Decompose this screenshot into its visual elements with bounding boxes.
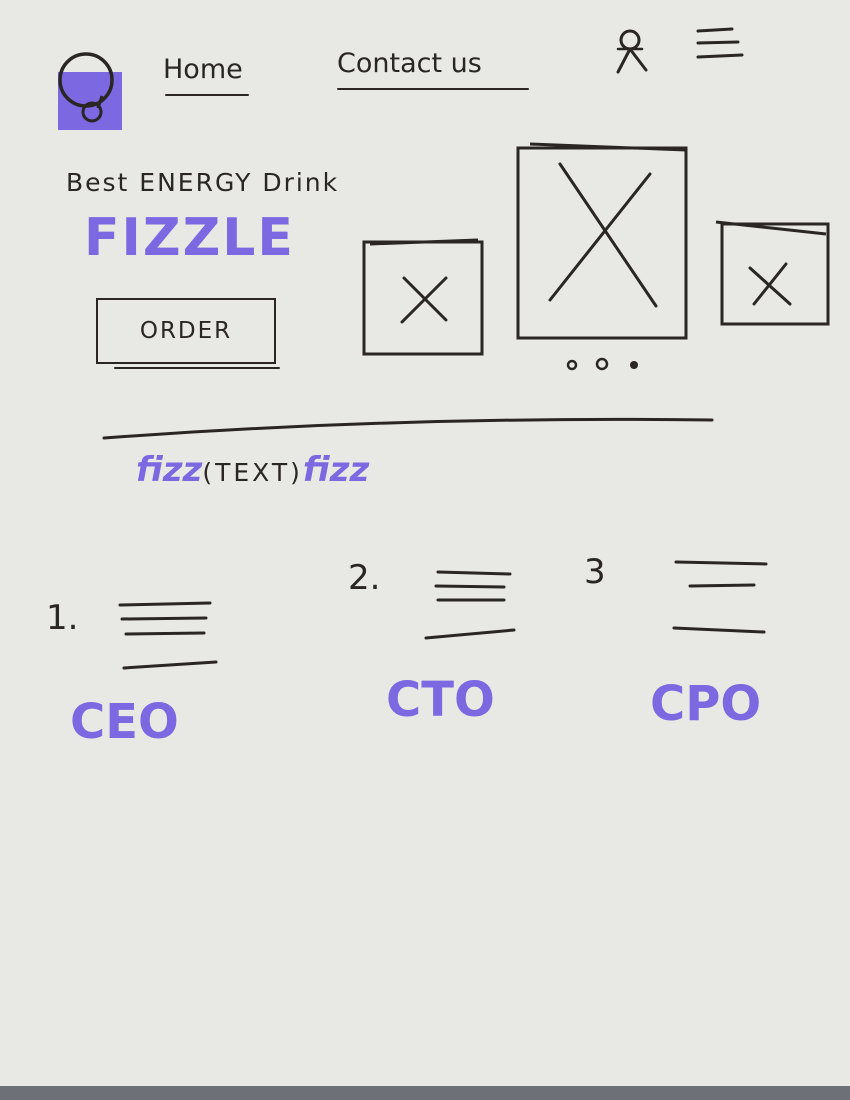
nav-home-underline: [165, 94, 249, 96]
team-member-number: 2.: [348, 558, 381, 598]
text-lines-icon: [664, 552, 774, 638]
hero-carousel[interactable]: [350, 140, 840, 380]
team-member-role: CTO: [386, 672, 495, 728]
user-icon[interactable]: [608, 26, 654, 78]
logo[interactable]: [52, 50, 132, 140]
text-lines-icon: [420, 558, 520, 644]
brand-name: FIZZLE: [84, 208, 295, 268]
nav-contact-underline: [337, 88, 529, 90]
section-title-left: fizz: [136, 450, 203, 490]
logo-circle-icon: [58, 52, 122, 130]
order-button-shadow: [114, 367, 280, 369]
text-lines-icon: [112, 598, 222, 674]
carousel-images: [362, 142, 830, 371]
team-member-number: 1.: [46, 598, 79, 638]
section-title-middle: (TEXT): [202, 458, 303, 487]
team-member-number: 3: [584, 552, 606, 592]
carousel-image-right[interactable]: [715, 220, 830, 326]
carousel-image-main[interactable]: [516, 142, 688, 340]
order-button[interactable]: ORDER: [96, 298, 276, 364]
nav-contact-link[interactable]: Contact us: [337, 48, 482, 79]
section-title: fizz(TEXT)fizz: [136, 450, 369, 490]
carousel-image-left[interactable]: [362, 238, 484, 356]
team-member-role: CPO: [650, 676, 762, 732]
hero-tagline: Best ENERGY Drink: [66, 168, 340, 197]
hamburger-menu-icon[interactable]: [694, 26, 748, 66]
section-divider: [100, 412, 716, 442]
team-member-role: CEO: [70, 694, 179, 750]
section-title-right: fizz: [302, 450, 370, 490]
carousel-dots[interactable]: [566, 357, 638, 371]
nav-home-link[interactable]: Home: [163, 54, 243, 85]
